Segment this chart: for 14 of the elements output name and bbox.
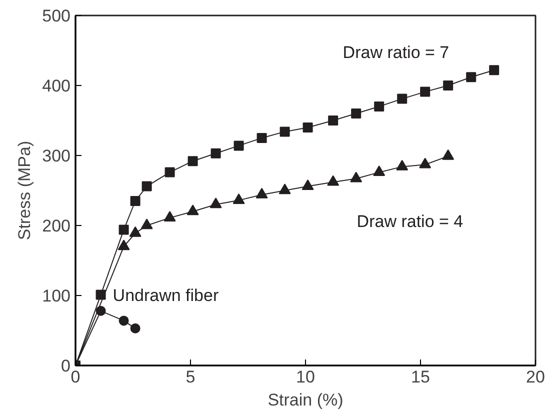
y-axis-title: Stress (MPa) [15,140,34,240]
x-tick-label: 10 [296,368,315,386]
series-label: Undrawn fiber [112,286,219,305]
series-label: Draw ratio = 7 [342,43,450,62]
x-tick-label: 5 [186,368,196,386]
x-tick-label: 15 [411,368,430,386]
y-tick-label: 500 [42,6,71,26]
x-axis-title: Strain (%) [268,390,344,410]
x-tick-label: 20 [526,368,545,386]
y-tick-label: 200 [42,216,71,236]
y-tick-label: 100 [42,286,71,306]
y-tick-label: 300 [42,146,71,166]
series-label: Draw ratio = 4 [356,212,464,232]
y-tick-label: 400 [42,76,71,96]
